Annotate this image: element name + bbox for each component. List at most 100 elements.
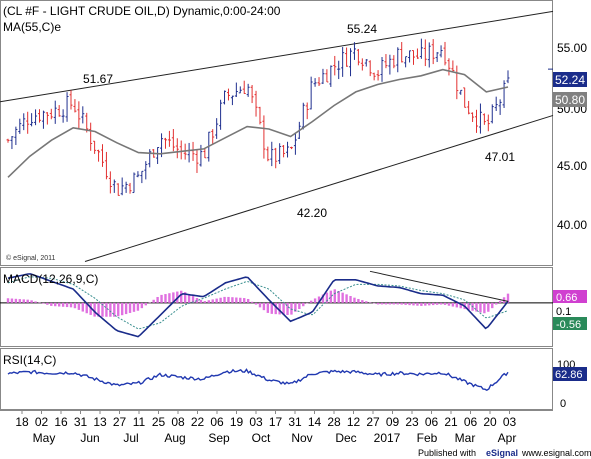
macd-histogram-bar	[266, 302, 270, 313]
rsi-title: RSI(14,C)	[3, 353, 56, 367]
macd-histogram-bar	[325, 292, 329, 303]
macd-histogram-bar	[22, 299, 25, 303]
macd-layer	[0, 270, 553, 338]
macd-histogram-bar	[195, 298, 199, 303]
rsi-value: 62.86	[555, 369, 583, 381]
x-day-tick-label: 25	[152, 415, 166, 429]
macd-histogram-bar	[369, 302, 372, 303]
x-day-tick-label: 03	[249, 415, 263, 429]
x-day-tick-label: 06	[425, 415, 439, 429]
x-month-tick-label: Apr	[498, 431, 517, 445]
x-month-tick-label: Jul	[123, 431, 138, 445]
ma-value-box	[553, 92, 587, 107]
macd-histogram-bar	[243, 298, 246, 303]
axis-layer: 18 02 16 31 13 27 11 25 08 22 06 19 03 17 31 14 28 12 27 09…	[15, 410, 516, 445]
macd-histogram-bar	[73, 302, 77, 309]
x-month-tick-label: Mar	[455, 431, 476, 445]
macd-histogram-bar	[361, 300, 364, 303]
macd-histogram-bar	[408, 302, 411, 306]
lower-channel-line	[84, 114, 554, 263]
macd-histogram-bar	[246, 298, 250, 303]
macd-histogram-bar	[14, 298, 18, 303]
macd-histogram-bar	[164, 294, 167, 303]
macd-title: MACD(12,26,9,C)	[3, 272, 98, 286]
macd-value-box	[553, 290, 587, 303]
macd-histogram-bar	[451, 302, 455, 307]
watermark: © eSignal, 2011	[6, 254, 56, 262]
macd-histogram-bar	[128, 302, 132, 313]
x-day-tick-label: 17	[269, 415, 283, 429]
price-tick-label: 45.00	[557, 159, 587, 173]
macd-histogram-bar	[140, 302, 144, 309]
macd-histogram-bar	[235, 297, 238, 303]
macd-histogram-bar	[18, 299, 22, 303]
x-month-tick-label: May	[33, 431, 56, 445]
macd-histogram-bar	[412, 302, 415, 306]
footer-site: www.esignal.com	[521, 448, 591, 458]
price-panel-frame	[0, 0, 553, 266]
macd-histogram-bar	[329, 290, 333, 303]
macd-histogram-bar	[270, 302, 273, 314]
macd-histogram-bar	[475, 302, 478, 312]
macd-histogram-bar	[306, 302, 309, 304]
x-day-tick-label: 20	[483, 415, 497, 429]
x-day-tick-label: 11	[133, 415, 146, 429]
price-layer	[0, 10, 554, 263]
x-day-tick-label: 08	[171, 415, 185, 429]
macd-histogram-bar	[459, 302, 462, 309]
macd-histogram-bar	[420, 302, 423, 306]
x-day-tick-label: 12	[347, 415, 361, 429]
macd-histogram-bar	[396, 302, 399, 305]
macd-histogram-bar	[85, 302, 88, 314]
macd-histogram-bar	[46, 302, 49, 305]
macd-histogram-bar	[120, 302, 124, 316]
macd-histogram-bar	[321, 294, 325, 303]
macd-histogram-bar	[223, 296, 226, 303]
macd-histogram-bar	[317, 296, 321, 303]
x-day-tick-label: 09	[386, 415, 400, 429]
macd-histogram-bar	[156, 296, 159, 303]
macd-histogram-bar	[42, 302, 45, 304]
macd-histogram-bar	[231, 297, 234, 303]
macd-histogram-bar	[357, 298, 360, 303]
annotation-high-2: 55.24	[347, 22, 377, 36]
macd-histogram-bar	[250, 301, 254, 303]
macd-histogram-bar	[431, 302, 435, 306]
macd-histogram-bar	[97, 302, 100, 317]
macd-histogram-bar	[93, 302, 96, 317]
x-month-tick-label: Jun	[80, 431, 99, 445]
macd-histogram-bar	[203, 301, 207, 303]
macd-histogram-bar	[152, 299, 155, 303]
macd-histogram-bar	[148, 302, 151, 304]
macd-histogram-bar	[239, 297, 242, 303]
macd-histogram-bar	[101, 302, 104, 317]
macd-histogram-bar	[136, 302, 140, 311]
macd-histogram-bar	[443, 302, 447, 305]
price-tick-label: 55.00	[557, 41, 587, 55]
macd-histogram-bar	[117, 302, 120, 317]
macd-histogram-bar	[294, 302, 297, 312]
macd-histogram-bar	[57, 302, 61, 307]
last-price-value: 52.24	[555, 73, 585, 87]
macd-histogram-bar	[479, 302, 482, 313]
macd-histogram-bar	[309, 300, 313, 303]
x-day-tick-label: 03	[503, 415, 517, 429]
signal-value-box	[553, 317, 587, 330]
macd-histogram-bar	[345, 294, 348, 303]
macd-histogram-bar	[372, 302, 376, 304]
macd-histogram-bar	[376, 302, 380, 305]
macd-histogram-bar	[81, 302, 85, 312]
ma-label: MA(55,C)e	[3, 20, 61, 34]
macd-histogram-bar	[487, 302, 490, 312]
ma-line	[7, 68, 509, 178]
macd-histogram-bar	[467, 302, 470, 310]
macd-histogram-bar	[428, 302, 431, 306]
macd-value: 0.66	[556, 292, 577, 304]
macd-histogram-bar	[6, 298, 10, 303]
x-month-tick-label: Aug	[164, 431, 185, 445]
macd-histogram-bar	[282, 302, 285, 315]
macd-histogram-bar	[278, 302, 281, 315]
x-day-tick-label: 02	[35, 415, 49, 429]
x-day-tick-label: 22	[191, 415, 205, 429]
macd-histogram-bar	[199, 299, 203, 303]
